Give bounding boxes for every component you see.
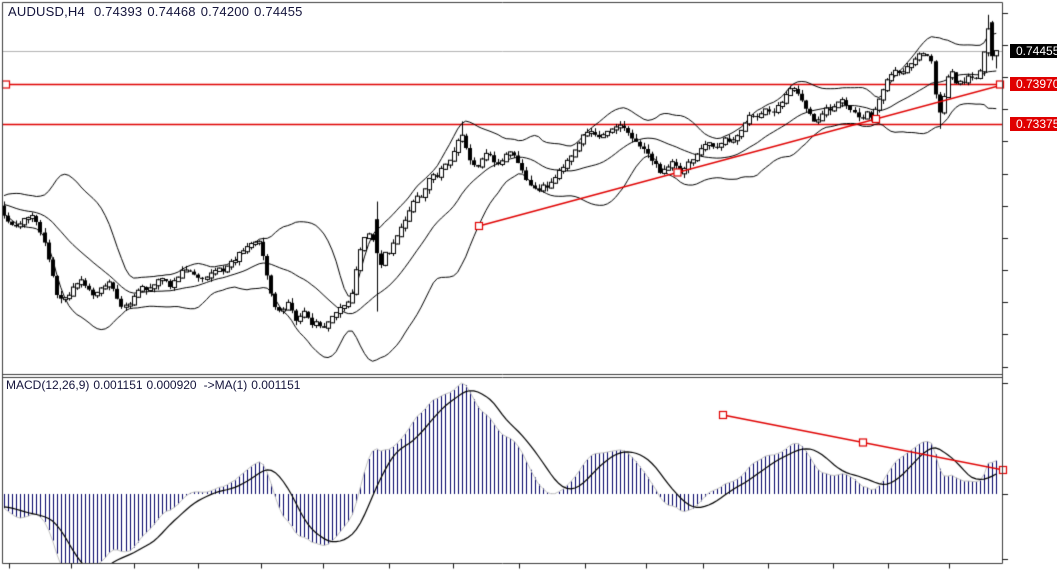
current-price-marker: 0.74455 [1010,44,1057,59]
indicator-macd-value: 0.001151 [93,378,143,392]
close-value: 0.74455 [254,4,303,19]
symbol-timeframe-label: AUDUSD,H4 [8,4,85,19]
indicator-ma-value: 0.001151 [251,378,301,392]
indicator-label: MACD(12,26,9) 0.001151 0.000920 ->MA(1) 0.00… [6,378,304,392]
high-value: 0.74468 [147,4,196,19]
indicator-signal-value: 0.000920 [146,378,197,392]
indicator-name: MACD(12,26,9) [6,378,90,392]
level-price-marker: 0.73970 [1010,77,1057,92]
open-value: 0.74393 [93,4,143,19]
indicator-ma-label: ->MA(1) [203,378,248,392]
time-axis[interactable]: 13 Oct 202016 Oct 04:0020 Oct 20:0023 Oc… [0,563,1002,584]
low-value: 0.74200 [200,4,250,19]
level-price-marker: 0.73375 [1010,117,1057,132]
chart-title: AUDUSD,H4 0.74393 0.74468 0.74200 0.74455 [8,4,308,19]
